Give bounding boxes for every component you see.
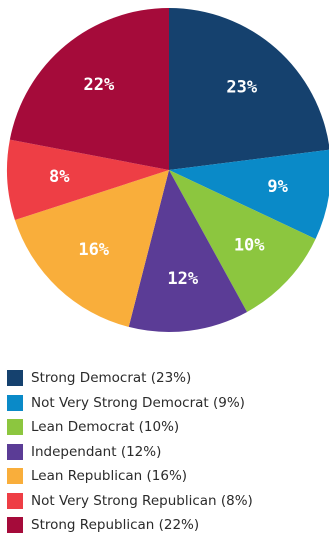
data-label-lean-republican: 16% [78, 240, 109, 260]
pie-data-labels: 23% 9% 10% 12% 16% 8% 22% [49, 75, 289, 289]
data-label-lean-democrat: 10% [234, 235, 265, 255]
pie-slice-strong-democrat [169, 8, 329, 170]
pie-slice-not-very-strong-republican [6, 139, 170, 221]
legend-label: Lean Democrat (10%) [31, 419, 180, 436]
pie-slice-strong-republican [9, 8, 170, 170]
legend-label: Not Very Strong Democrat (9%) [31, 394, 245, 411]
legend-swatch [7, 443, 23, 460]
pie-slice-not-very-strong-democrat [169, 149, 329, 239]
pie-slice-independant [128, 170, 248, 332]
legend-item-strong-democrat: Strong Democrat (23%) [7, 366, 253, 391]
legend-label: Strong Democrat (23%) [31, 370, 192, 387]
legend-label: Independant (12%) [31, 443, 162, 460]
legend-swatch [7, 419, 23, 436]
chart-legend: Strong Democrat (23%) Not Very Strong Dem… [7, 366, 253, 538]
legend-label: Strong Republican (22%) [31, 517, 200, 534]
data-label-not-very-strong-republican: 8% [49, 167, 70, 187]
data-label-strong-republican: 22% [84, 75, 115, 95]
legend-item-strong-republican: Strong Republican (22%) [7, 513, 253, 538]
data-label-not-very-strong-democrat: 9% [267, 177, 288, 197]
pie-slice-lean-republican [14, 170, 169, 327]
legend-swatch [7, 492, 23, 509]
legend-item-lean-republican: Lean Republican (16%) [7, 464, 253, 489]
legend-swatch [7, 468, 23, 485]
legend-item-independant: Independant (12%) [7, 440, 253, 465]
pie-slice-lean-democrat [169, 170, 316, 312]
legend-swatch [7, 394, 23, 411]
legend-label: Lean Republican (16%) [31, 468, 188, 485]
pie-chart: 23% 9% 10% 12% 16% 8% 22% [6, 8, 329, 332]
legend-swatch [7, 517, 23, 534]
legend-label: Not Very Strong Republican (8%) [31, 492, 253, 509]
legend-item-not-very-strong-republican: Not Very Strong Republican (8%) [7, 489, 253, 514]
legend-item-not-very-strong-democrat: Not Very Strong Democrat (9%) [7, 391, 253, 416]
pie-slices [6, 8, 329, 332]
data-label-independant: 12% [167, 269, 198, 289]
legend-item-lean-democrat: Lean Democrat (10%) [7, 415, 253, 440]
legend-swatch [7, 370, 23, 387]
data-label-strong-democrat: 23% [226, 77, 257, 97]
